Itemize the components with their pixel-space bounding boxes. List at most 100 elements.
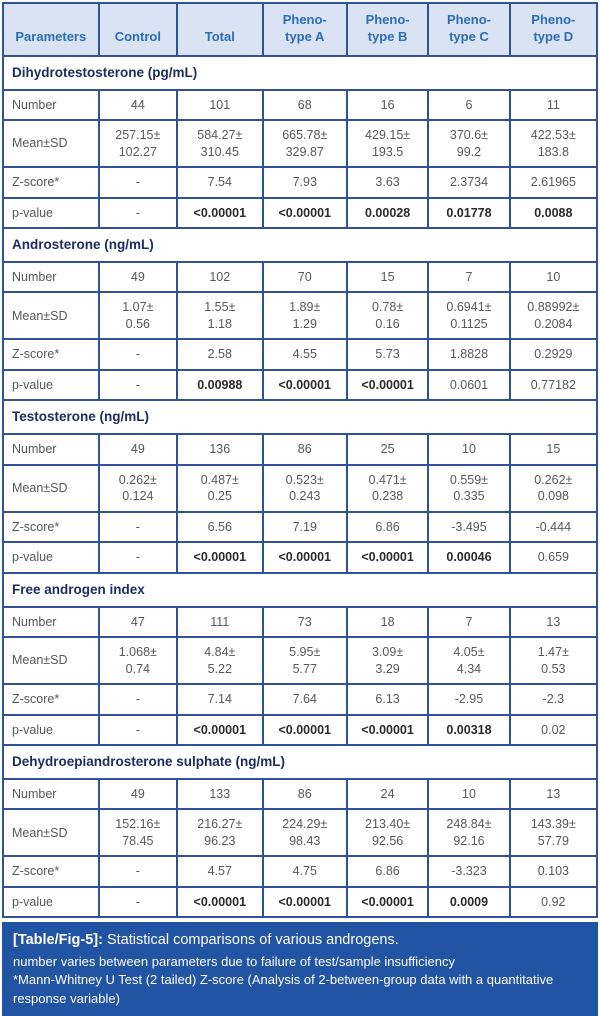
section-row: Dehydroepiandrosterone sulphate (ng/mL) (2, 744, 598, 780)
row-label: Mean±SD (2, 636, 100, 686)
cell-value: <0.00001 (261, 713, 348, 747)
table-row: Number 49 133 86 24 10 13 (2, 777, 599, 811)
cell-value: 4.55 (261, 338, 348, 371)
row-label: Z-score* (2, 683, 100, 716)
cell-value: - (97, 510, 179, 544)
cell-value: 7.14 (176, 683, 264, 716)
cell-value: 0.02 (508, 713, 599, 747)
row-label: Z-score* (2, 166, 100, 199)
col-header-control: Control (97, 2, 179, 57)
cell-value: 152.16± 78.45 (97, 808, 179, 858)
table-row: Number 49 102 70 15 7 10 (2, 260, 599, 294)
table-row: Mean±SD 0.262± 0.124 0.487± 0.25 0.523± 0.2… (2, 463, 599, 513)
cell-value: 49 (97, 777, 179, 811)
caption-line: [Table/Fig-5]: Statistical comparisons o… (13, 931, 587, 951)
cell-value: <0.00001 (176, 713, 264, 747)
row-label: p-value (2, 885, 100, 919)
cell-value: 0.77182 (508, 368, 599, 402)
cell-value: 73 (261, 605, 348, 639)
cell-value: 0.559± 0.335 (427, 463, 511, 513)
cell-value: 25 (345, 433, 430, 466)
row-label: Number (2, 433, 100, 466)
cell-value: 10 (427, 777, 511, 811)
cell-value: 665.78± 329.87 (261, 119, 348, 169)
androgens-table: Parameters Control Total Pheno- type A P… (2, 2, 599, 919)
cell-value: 1.47± 0.53 (508, 636, 599, 686)
cell-value: 13 (508, 777, 599, 811)
row-label: p-value (2, 196, 100, 230)
cell-value: 10 (427, 433, 511, 466)
header-row: Parameters Control Total Pheno- type A P… (2, 2, 599, 57)
cell-value: 49 (97, 260, 179, 294)
cell-value: 0.00046 (427, 541, 511, 574)
cell-value: 0.92 (508, 885, 599, 919)
cell-value: 15 (508, 433, 599, 466)
cell-value: 0.00028 (345, 196, 430, 230)
cell-value: 7 (427, 605, 511, 639)
col-header-phenotype-b: Pheno- type B (345, 2, 430, 57)
row-label: Number (2, 260, 100, 294)
section-row: Testosterone (ng/mL) (2, 399, 598, 436)
table-row: p-value -0.00988 <0.00001 <0.00001 0.0601 0.7… (2, 368, 599, 402)
cell-value: - (97, 166, 179, 199)
cell-value: 0.2929 (508, 338, 599, 371)
col-header-phenotype-d: Pheno- type D (508, 2, 599, 57)
cell-value: 4.05± 4.34 (427, 636, 511, 686)
cell-value: - (97, 368, 179, 402)
table-row: p-value - <0.00001 <0.00001 <0.00001 0.00318 0… (2, 713, 599, 747)
cell-value: - (97, 713, 179, 747)
cell-value: 0.262± 0.124 (97, 463, 179, 513)
footnote-test-note: *Mann-Whitney U Test (2 tailed) Z-score … (13, 972, 554, 1006)
cell-value: 429.15± 193.5 (345, 119, 430, 169)
cell-value: -2.95 (427, 683, 511, 716)
cell-value: <0.00001 (176, 541, 264, 574)
cell-value: - (97, 196, 179, 230)
cell-value: 136 (176, 433, 264, 466)
cell-value: 0.0009 (427, 885, 511, 919)
table-caption-block: [Table/Fig-5]: Statistical comparisons o… (2, 922, 598, 1016)
table-row: Z-score* -4.57 4.75 6.86 -3.323 0.103 (2, 855, 599, 888)
cell-value: <0.00001 (176, 885, 264, 919)
cell-value: 0.471± 0.238 (345, 463, 430, 513)
cell-value: 44 (97, 88, 179, 122)
cell-value: 7.93 (261, 166, 348, 199)
cell-value: - (97, 338, 179, 371)
cell-value: 0.103 (508, 855, 599, 888)
cell-value: 111 (176, 605, 264, 639)
table-row: Mean±SD 1.07± 0.56 1.55± 1.18 1.89± 1.29 0.7… (2, 291, 599, 341)
cell-value: 0.6941± 0.1125 (427, 291, 511, 341)
cell-value: 5.73 (345, 338, 430, 371)
cell-value: 1.89± 1.29 (261, 291, 348, 341)
cell-value: 0.88992± 0.2084 (508, 291, 599, 341)
row-label: Z-score* (2, 338, 100, 371)
cell-value: 2.61965 (508, 166, 599, 199)
cell-value: 0.523± 0.243 (261, 463, 348, 513)
cell-value: 7 (427, 260, 511, 294)
cell-value: 16 (345, 88, 430, 122)
row-label: Mean±SD (2, 808, 100, 858)
cell-value: 0.0088 (508, 196, 599, 230)
cell-value: 7.19 (261, 510, 348, 544)
table-row: Number 44 101 68 16 6 11 (2, 88, 599, 122)
cell-value: 86 (261, 777, 348, 811)
cell-value: 5.95± 5.77 (261, 636, 348, 686)
cell-value: 370.6± 99.2 (427, 119, 511, 169)
row-label: Mean±SD (2, 291, 100, 341)
table-row: Number 49 136 86 25 10 15 (2, 433, 599, 466)
cell-value: 101 (176, 88, 264, 122)
row-label: p-value (2, 713, 100, 747)
table-row: Z-score* -7.14 7.64 6.13 -2.95 -2.3 (2, 683, 599, 716)
section-title: Testosterone (ng/mL) (2, 399, 598, 436)
row-label: Mean±SD (2, 463, 100, 513)
row-label: Mean±SD (2, 119, 100, 169)
cell-value: <0.00001 (345, 368, 430, 402)
cell-value: 0.262± 0.098 (508, 463, 599, 513)
col-header-phenotype-a: Pheno- type A (261, 2, 348, 57)
table-row: Z-score* -6.56 7.19 6.86 -3.495 -0.444 (2, 510, 599, 544)
cell-value: 1.07± 0.56 (97, 291, 179, 341)
cell-value: 224.29± 98.43 (261, 808, 348, 858)
cell-value: 1.55± 1.18 (176, 291, 264, 341)
section-row: Androsterone (ng/mL) (2, 227, 598, 263)
cell-value: <0.00001 (261, 196, 348, 230)
